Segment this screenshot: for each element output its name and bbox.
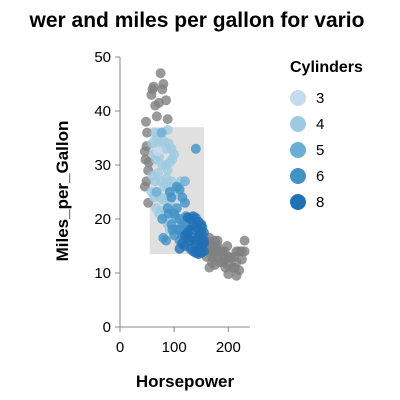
x-axis-ticks: 0 100 200 — [116, 327, 241, 356]
data-point — [174, 184, 185, 195]
y-tick-label: 40 — [94, 103, 111, 120]
data-point — [141, 116, 151, 127]
chart-title: wer and miles per gallon for vario — [29, 9, 365, 32]
legend-symbol — [290, 168, 306, 184]
data-point — [236, 254, 247, 265]
legend-symbol — [290, 194, 306, 210]
data-point — [158, 79, 169, 89]
data-point — [190, 143, 201, 154]
data-point — [182, 227, 193, 238]
legend: 3 4 5 6 8 — [290, 90, 324, 211]
data-point — [198, 238, 209, 249]
data-point — [151, 111, 162, 122]
data-point — [222, 241, 233, 251]
legend-label: 6 — [316, 168, 324, 185]
data-point — [169, 149, 180, 160]
data-point — [239, 235, 250, 246]
data-point — [162, 165, 173, 176]
data-point — [174, 243, 185, 254]
data-point — [231, 270, 242, 281]
legend-label: 3 — [316, 90, 324, 107]
data-point — [226, 252, 237, 263]
data-point — [148, 81, 159, 92]
data-point — [171, 203, 182, 214]
data-point — [155, 68, 166, 79]
points-layer — [139, 68, 250, 281]
legend-label: 4 — [316, 116, 324, 133]
legend-label: 8 — [316, 194, 324, 211]
legend-symbol — [290, 90, 306, 106]
data-point — [156, 127, 167, 138]
y-tick-label: 20 — [94, 211, 111, 228]
data-point — [188, 211, 199, 222]
y-tick-label: 10 — [94, 265, 111, 282]
data-point — [161, 95, 172, 106]
x-tick-label: 100 — [162, 339, 187, 356]
x-tick-label: 0 — [116, 339, 124, 356]
legend-symbol — [290, 142, 306, 158]
data-point — [147, 138, 158, 149]
y-axis-title: Miles_per_Gallon — [53, 121, 72, 262]
data-point — [143, 157, 154, 168]
data-point — [239, 246, 250, 257]
data-point — [142, 127, 153, 138]
data-point — [198, 246, 209, 257]
data-point — [164, 187, 175, 197]
x-tick-label: 200 — [216, 339, 241, 356]
data-point — [180, 197, 190, 208]
data-point — [189, 238, 200, 249]
data-point — [151, 187, 162, 197]
data-point — [146, 89, 157, 100]
data-point — [157, 214, 168, 224]
data-point — [188, 246, 199, 257]
data-point — [197, 222, 208, 233]
legend-title: Cylinders — [290, 59, 363, 76]
legend-label: 5 — [316, 142, 324, 159]
y-tick-label: 0 — [103, 319, 111, 336]
data-point — [229, 263, 240, 274]
data-point — [162, 114, 173, 125]
y-axis-ticks: 0 10 20 30 40 50 — [94, 49, 120, 336]
data-point — [152, 146, 163, 157]
x-axis-title: Horsepower — [136, 372, 235, 391]
data-point — [162, 203, 173, 214]
y-tick-label: 50 — [94, 49, 111, 66]
data-point — [180, 176, 190, 187]
data-point — [223, 269, 234, 280]
y-tick-label: 30 — [94, 157, 111, 174]
legend-symbol — [290, 116, 306, 132]
data-point — [158, 232, 169, 243]
data-point — [152, 168, 163, 179]
